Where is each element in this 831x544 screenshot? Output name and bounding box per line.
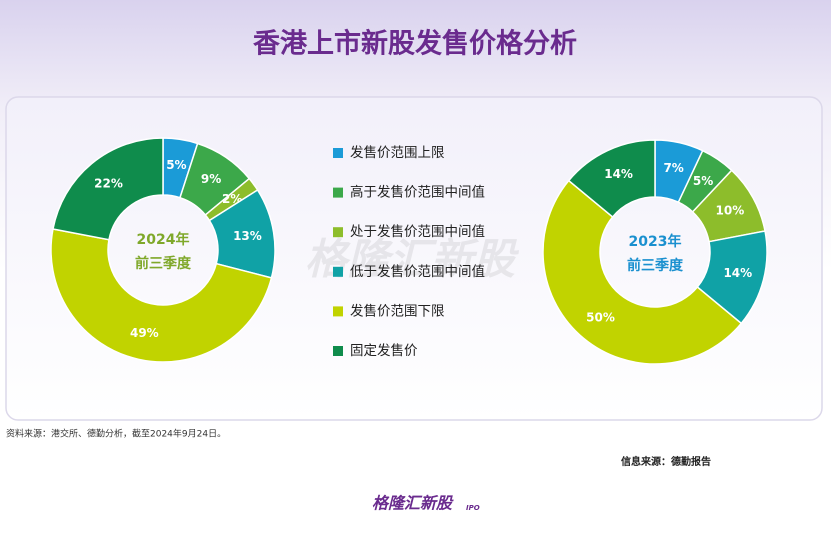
legend-swatch xyxy=(333,227,343,238)
legend-label: 处于发售价范围中间值 xyxy=(350,224,485,240)
center-label: 2024年 xyxy=(137,231,190,248)
donut-slice xyxy=(567,139,656,218)
value-label: 14% xyxy=(604,167,633,181)
value-label: 10% xyxy=(716,203,745,217)
value-label: 5% xyxy=(693,174,713,188)
legend-label: 发售价范围下限 xyxy=(350,303,445,319)
value-label: 5% xyxy=(166,158,186,172)
value-label: 14% xyxy=(723,266,752,280)
value-label: 9% xyxy=(201,172,221,186)
legend-swatch xyxy=(333,148,343,158)
value-label: 7% xyxy=(663,161,683,175)
title: 香港上市新股发售价格分析 xyxy=(253,28,577,60)
value-label: 13% xyxy=(233,229,262,243)
legend-label: 发售价范围上限 xyxy=(350,145,445,161)
donut-slice xyxy=(52,137,164,241)
legend-label: 固定发售价 xyxy=(350,343,418,359)
value-label: 50% xyxy=(586,310,615,324)
value-label: 49% xyxy=(130,326,159,340)
logo: 格隆汇新股 xyxy=(372,494,454,513)
legend-swatch xyxy=(333,187,343,198)
center-label: 前三季度 xyxy=(627,257,684,274)
legend-label: 高于发售价范围中间值 xyxy=(350,184,485,201)
center-label: 2023年 xyxy=(629,233,682,250)
logo-tag: IPO xyxy=(466,504,480,512)
legend-swatch xyxy=(333,346,343,356)
legend-swatch xyxy=(333,306,343,317)
donut-slice xyxy=(50,228,273,363)
value-label: 22% xyxy=(94,177,123,191)
legend-swatch xyxy=(333,266,343,277)
legend-label: 低于发售价范围中间值 xyxy=(350,264,485,280)
info-source: 信息来源：德勤报告 xyxy=(621,455,711,468)
donut-slice xyxy=(542,179,743,365)
center-label: 前三季度 xyxy=(135,255,192,272)
source-note: 资料来源：港交所、德勤分析，截至2024年9月24日。 xyxy=(6,428,226,440)
